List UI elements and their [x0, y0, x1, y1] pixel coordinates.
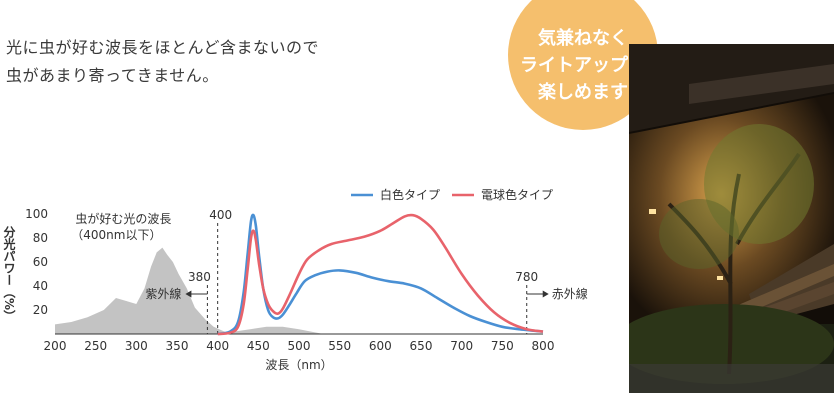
x-tick-label: 350: [166, 339, 189, 353]
intro-text: 光に虫が好む波長をほとんど含まないので 虫があまり寄ってきません。: [6, 34, 319, 90]
insect-area-group: [55, 247, 324, 334]
insect-area-label-line-1: 虫が好む光の波長: [75, 211, 171, 226]
x-tick-label: 650: [410, 339, 433, 353]
badge-line-1: 気兼ねなく: [538, 27, 628, 49]
axes: 200 250 300 350 400 450 500 550 600 650 700 750 800 …: [25, 207, 554, 353]
x-tick-label: 200: [44, 339, 67, 353]
spectral-chart: 200 250 300 350 400 450 500 550 600 650 700 750 800 …: [2, 187, 588, 372]
garden-night-illustration: [629, 44, 834, 393]
series: [217, 213, 544, 336]
ir-label: 赤外線: [552, 286, 588, 301]
x-ticks: 200 250 300 350 400 450 500 550 600 650 700 750 800: [44, 339, 555, 353]
intro-line-1: 光に虫が好む波長をほとんど含まないので: [6, 38, 320, 57]
y-tick-label: 100: [25, 207, 48, 221]
garden-night-photo: [629, 44, 834, 393]
legend-label: 電球色タイプ: [481, 188, 553, 202]
legend: 白色タイプ 電球色タイプ: [351, 187, 553, 202]
y-axis-label-text: 分光パワー（%）: [2, 225, 16, 322]
x-tick-label: 800: [532, 339, 555, 353]
marker-label-380: 380: [188, 270, 211, 284]
insect-area-label-line-2: （400nm以下）: [71, 228, 161, 242]
intro-line-2: 虫があまり寄ってきません。: [6, 66, 219, 85]
insect-wavelength-area: [55, 247, 324, 334]
x-tick-label: 400: [206, 339, 229, 353]
marker-label-780: 780: [515, 270, 538, 284]
uv-arrow-head: [185, 290, 192, 298]
y-tick-label: 80: [33, 231, 48, 245]
insect-area-label: 虫が好む光の波長 （400nm以下）: [71, 211, 171, 242]
series-line-white-type: [217, 213, 544, 336]
x-tick-label: 450: [247, 339, 270, 353]
legend-label: 白色タイプ: [380, 187, 440, 202]
markers: 400 380 紫外線 780 赤外線: [145, 208, 588, 334]
badge-line-3: 楽しめます: [538, 81, 628, 103]
x-tick-label: 300: [125, 339, 148, 353]
x-tick-label: 250: [84, 339, 107, 353]
series-line-bulb-type: [217, 213, 544, 336]
y-ticks: 20 40 60 80 100: [25, 207, 48, 317]
x-tick-label: 750: [491, 339, 514, 353]
y-tick-label: 40: [33, 279, 48, 293]
x-tick-label: 600: [369, 339, 392, 353]
marker-label-400: 400: [209, 208, 232, 222]
y-axis-label: 分光パワー（%）: [2, 225, 16, 322]
x-tick-label: 500: [288, 339, 311, 353]
y-tick-label: 20: [33, 303, 48, 317]
uv-label: 紫外線: [145, 286, 181, 301]
x-tick-label: 550: [328, 339, 351, 353]
x-axis-label: 波長（nm）: [265, 358, 332, 372]
y-tick-label: 60: [33, 255, 48, 269]
ir-arrow-head: [542, 290, 549, 298]
badge-line-2: ライトアップを: [520, 54, 646, 76]
x-tick-label: 700: [450, 339, 473, 353]
